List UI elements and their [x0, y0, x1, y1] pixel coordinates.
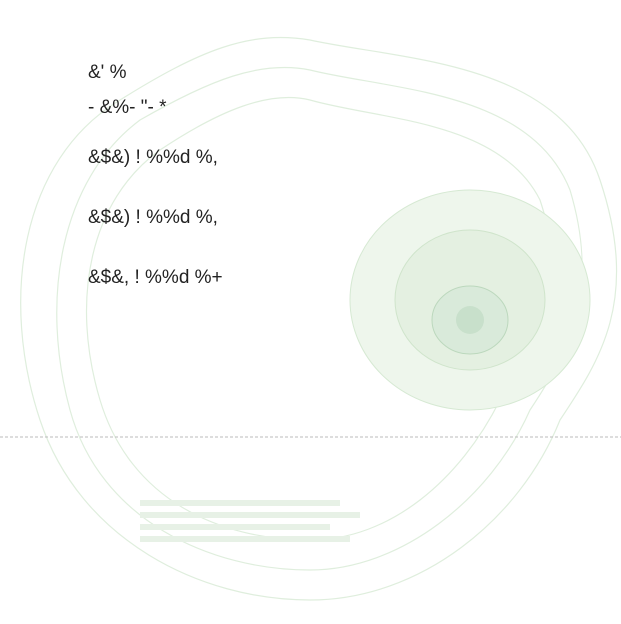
text-line: &$&, ! %%d %+ [88, 267, 223, 288]
text-line: - &%- "- * [88, 97, 167, 118]
rosette [349, 189, 591, 411]
text-line: &' % [88, 62, 127, 83]
text-line: &$&) ! %%d %, [88, 207, 218, 228]
text-line: &$&) ! %%d %, [88, 147, 218, 168]
stripes [140, 500, 360, 542]
